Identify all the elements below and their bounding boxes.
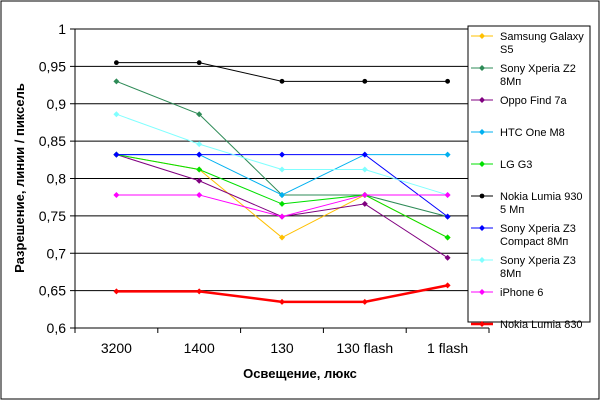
legend-swatch-marker [479, 289, 485, 295]
data-point [444, 282, 451, 289]
data-point [196, 288, 203, 295]
y-tick-label: 0,85 [39, 133, 66, 149]
data-point [113, 78, 120, 85]
data-point [196, 141, 203, 148]
data-point [279, 166, 285, 173]
legend-entry: LG G3 [471, 159, 532, 171]
legend-label: 8Мп [500, 268, 521, 280]
legend-swatch-marker [479, 161, 485, 167]
data-point [361, 151, 368, 158]
data-point [279, 151, 285, 158]
data-point [362, 78, 368, 84]
data-point [361, 298, 368, 305]
data-point [444, 151, 451, 158]
x-axis-title: Освещение, люкс [243, 366, 357, 381]
y-tick-label: 1 [58, 21, 66, 37]
x-tick-label: 130 [270, 340, 294, 356]
series-9 [113, 282, 451, 305]
series-6 [113, 151, 451, 220]
legend-swatch-marker [479, 257, 485, 263]
legend-entry: HTC One M8 [471, 127, 565, 139]
legend-label: Oppo Find 7a [500, 95, 568, 107]
y-tick-label: 0,8 [47, 171, 67, 187]
legend-swatch-marker [479, 321, 485, 327]
legend-label: Sony Xperia Z3 [500, 223, 576, 235]
legend-label: LG G3 [500, 159, 532, 171]
y-tick-labels: 0,6 0,65 0,7 0,75 0,8 0,85 0,9 0,95 1 [39, 21, 66, 336]
legend-label: 5 Мп [500, 204, 524, 216]
legend-label: Nokia Lumia 930 [500, 191, 583, 203]
x-tick-label: 1400 [184, 340, 215, 356]
legend-entry: Oppo Find 7a [471, 95, 568, 107]
data-point [279, 191, 285, 198]
legend-swatch-marker [479, 33, 485, 39]
data-point [279, 78, 285, 84]
legend-swatch-marker [479, 225, 485, 231]
data-point [279, 200, 285, 207]
data-point [113, 288, 120, 295]
data-point [279, 298, 285, 305]
legend-label: Nokia Lumia 830 [500, 319, 583, 331]
series-7 [113, 111, 451, 198]
data-point [196, 111, 203, 118]
data-point [196, 151, 203, 158]
legend-label: Compact 8Мп [500, 236, 568, 248]
data-point [113, 191, 120, 198]
legend-label: HTC One M8 [500, 127, 565, 139]
y-axis-title: Разрешение, линии / пиксель [12, 83, 27, 273]
legend-label: Samsung Galaxy [500, 31, 584, 43]
data-point [196, 60, 202, 66]
series-5 [114, 60, 450, 84]
legend-swatch-marker [479, 65, 485, 71]
y-tick-label: 0,65 [39, 283, 66, 299]
y-tick-label: 0,95 [39, 58, 66, 74]
legend-entry: Nokia Lumia 830 [471, 319, 583, 331]
x-tick-label: 1 flash [427, 340, 468, 356]
legend-label: iPhone 6 [500, 287, 543, 299]
data-point [113, 111, 120, 118]
series-lines [113, 60, 451, 305]
data-point [196, 166, 203, 173]
y-tick-label: 0,7 [47, 245, 67, 261]
data-point [196, 177, 203, 184]
legend-box [467, 25, 591, 323]
data-point [361, 166, 368, 173]
data-point [444, 213, 451, 220]
data-point [445, 78, 450, 84]
data-point [444, 234, 451, 241]
y-tick-label: 0,6 [47, 320, 67, 336]
data-point [361, 191, 368, 198]
y-tick-label: 0,9 [47, 96, 67, 112]
y-tick-label: 0,75 [39, 208, 66, 224]
legend-entry: iPhone 6 [471, 287, 543, 299]
legend-label: Sony Xperia Z3 [500, 255, 576, 267]
axes [70, 28, 490, 333]
x-tick-label: 130 flash [336, 340, 393, 356]
legend-swatch-marker [479, 193, 485, 199]
legend-label: Sony Xperia Z2 [500, 63, 576, 75]
data-point [113, 151, 120, 158]
legend-label: 8Мп [500, 76, 521, 88]
data-point [444, 191, 451, 198]
series-8 [113, 191, 451, 220]
data-point [361, 200, 368, 207]
legend-swatch-marker [479, 129, 485, 135]
data-point [444, 254, 451, 261]
data-point [279, 234, 285, 241]
x-tick-label: 3200 [101, 340, 132, 356]
data-point [196, 191, 203, 198]
data-point [279, 213, 285, 220]
legend-swatch-marker [479, 97, 485, 103]
legend-label: S5 [500, 44, 513, 56]
data-point [114, 60, 119, 66]
x-tick-labels: 3200 1400 130 130 flash 1 flash [101, 340, 468, 356]
